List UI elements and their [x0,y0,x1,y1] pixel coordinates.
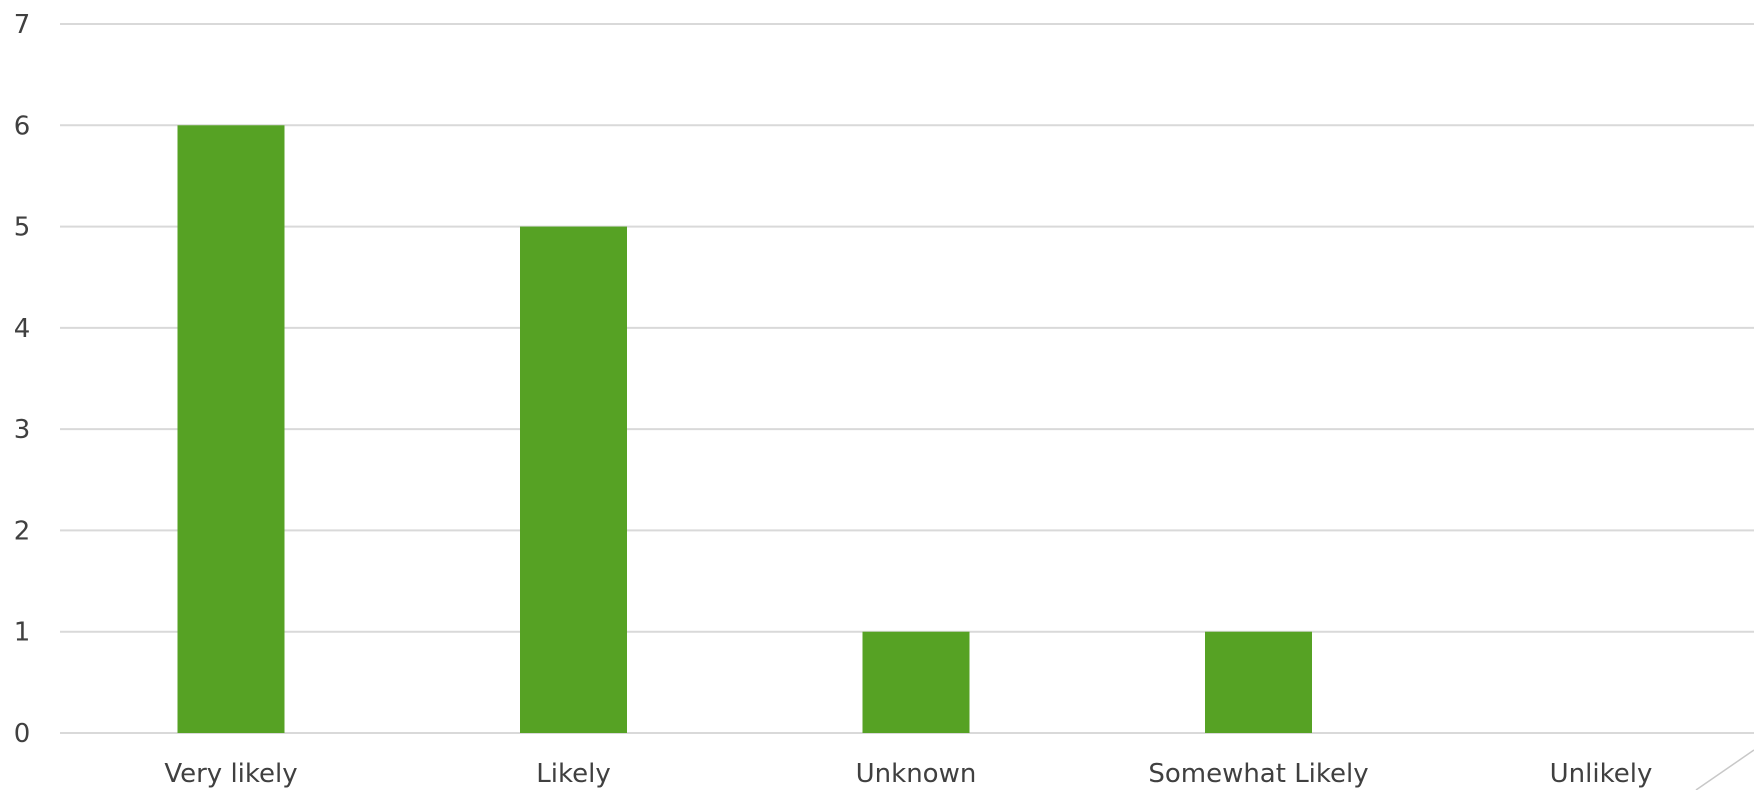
y-tick-label-3: 3 [14,415,31,445]
y-tick-label-6: 6 [14,111,31,141]
corner-decoration-line [1695,749,1754,790]
y-axis-tick-labels: 0 1 2 3 4 5 6 7 [14,10,31,749]
bar-likely [520,226,627,734]
bar-somewhat-likely [1205,631,1312,733]
y-tick-label-4: 4 [14,314,31,344]
gridlines [60,23,1754,734]
y-tick-label-7: 7 [14,10,31,40]
x-category-label-unknown: Unknown [856,759,977,789]
x-axis-category-labels: Very likely Likely Unknown Somewhat Likely U… [164,759,1652,789]
y-tick-label-1: 1 [14,618,31,648]
x-category-label-likely: Likely [536,759,610,789]
x-category-label-unlikely: Unlikely [1550,759,1653,789]
x-category-label-somewhat-likely: Somewhat Likely [1148,759,1368,789]
y-tick-label-2: 2 [14,516,31,546]
y-tick-label-5: 5 [14,213,31,243]
x-category-label-very-likely: Very likely [164,759,297,789]
bar-very-likely [177,125,285,734]
y-tick-label-0: 0 [14,719,31,749]
bar-unknown [862,631,970,733]
bars [177,125,1312,734]
